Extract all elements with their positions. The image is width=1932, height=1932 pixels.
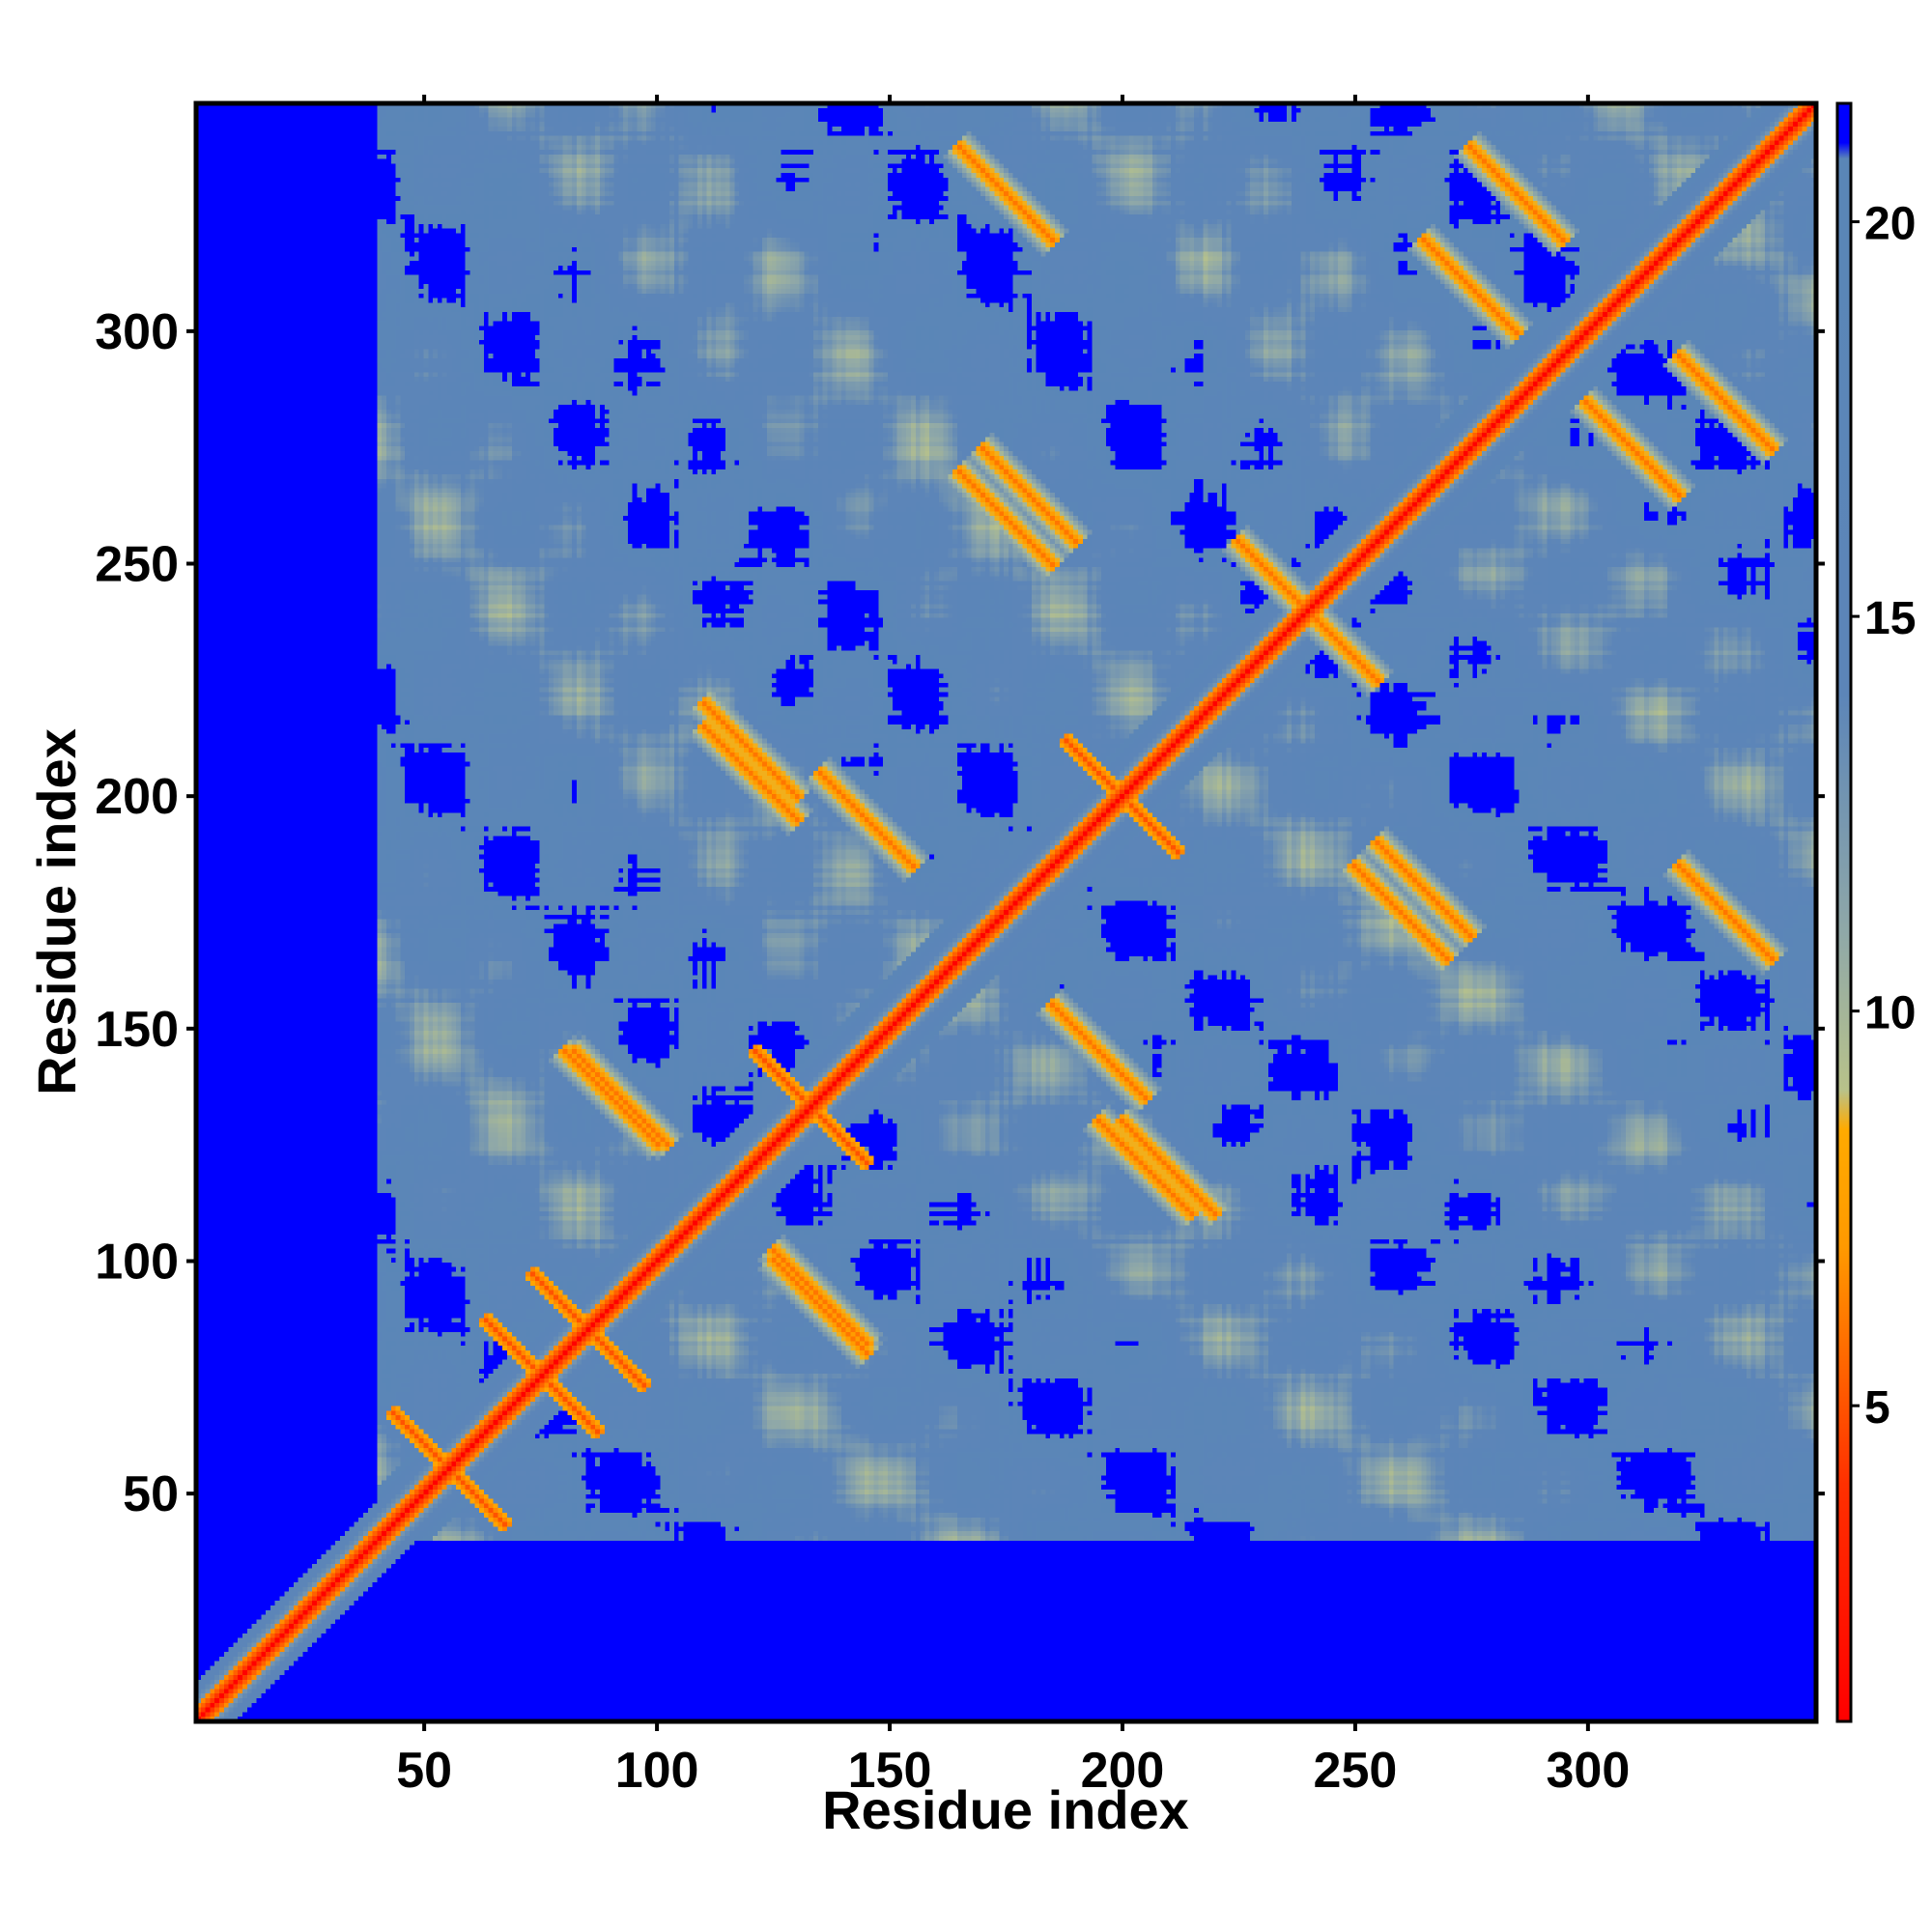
distance-heatmap	[196, 103, 1816, 1721]
heatmap-plot-area	[193, 100, 1819, 1724]
top-axis-ticks	[422, 95, 1590, 103]
x-tick-label: 100	[615, 1743, 699, 1799]
colorbar-tick-label: 20	[1864, 199, 1916, 250]
y-tick-label: 100	[95, 1234, 179, 1290]
colorbar-tick-label: 15	[1864, 593, 1916, 644]
right-axis-ticks	[1816, 328, 1825, 1496]
y-tick-label: 50	[123, 1466, 179, 1522]
y-axis-title: Residue index	[26, 728, 87, 1095]
y-tick-label: 200	[95, 769, 179, 825]
x-axis-title: Residue index	[822, 1779, 1189, 1840]
y-tick-label: 300	[95, 304, 179, 360]
x-tick-label: 50	[396, 1743, 452, 1799]
colorbar: 5 10 15 20	[1835, 101, 1916, 1723]
x-tick-label: 250	[1314, 1743, 1398, 1799]
x-tick-label: 300	[1546, 1743, 1630, 1799]
x-tick-label: 200	[1081, 1743, 1165, 1799]
y-axis: 50 100 150 200 250 300	[95, 304, 196, 1522]
colorbar-ticks: 5 10 15 20	[1851, 199, 1916, 1434]
colorbar-tick-label: 5	[1864, 1382, 1890, 1434]
x-axis: 50 100 150 200 250 300	[396, 1721, 1630, 1799]
colorbar-tick-label: 10	[1864, 988, 1916, 1039]
y-tick-label: 250	[95, 537, 179, 593]
x-tick-label: 150	[848, 1743, 932, 1799]
plot-frame	[193, 100, 1819, 1724]
y-tick-label: 150	[95, 1002, 179, 1058]
colorbar-gradient	[1835, 101, 1853, 1723]
